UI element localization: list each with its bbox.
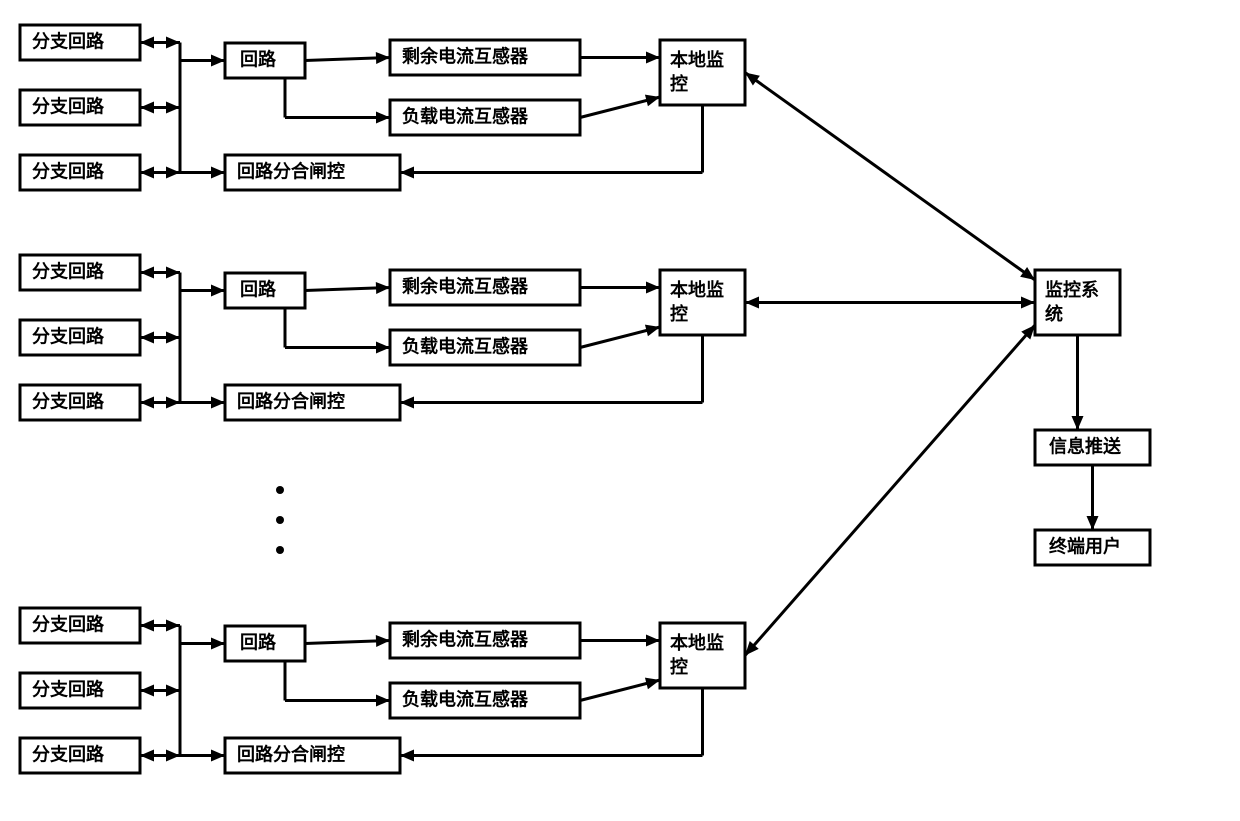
arrow-head	[745, 73, 760, 86]
branch-label: 分支回路	[32, 31, 105, 52]
residual-ct-label: 剩余电流互感器	[402, 629, 529, 650]
switch-ctrl-label: 回路分合闸控	[237, 391, 345, 412]
arrow-head	[400, 167, 414, 179]
branch-label: 分支回路	[32, 679, 105, 700]
arrow-head	[400, 750, 414, 762]
arrow-head	[166, 750, 180, 762]
switch-ctrl-label: 回路分合闸控	[237, 744, 345, 765]
arrow-head	[646, 52, 660, 64]
arrow-head	[166, 167, 180, 179]
arrow-head	[1020, 267, 1035, 280]
arrow-head	[140, 750, 154, 762]
branch-label: 分支回路	[32, 261, 105, 282]
load-ct-label: 负载电流互感器	[402, 336, 529, 357]
arrow-head	[376, 112, 390, 124]
arrow-head	[400, 397, 414, 409]
arrow-head	[140, 167, 154, 179]
arrow-head	[140, 685, 154, 697]
arrow-head	[211, 397, 225, 409]
connector	[745, 73, 1035, 281]
arrow-head	[646, 635, 660, 647]
arrow-head	[140, 37, 154, 49]
loop-label: 回路	[240, 279, 277, 300]
branch-label: 分支回路	[32, 744, 105, 765]
branch-label: 分支回路	[32, 614, 105, 635]
arrow-head	[166, 685, 180, 697]
load-ct-label: 负载电流互感器	[402, 689, 529, 710]
residual-ct-label: 剩余电流互感器	[402, 276, 529, 297]
connector	[745, 325, 1035, 656]
ellipsis-dot	[276, 516, 284, 524]
arrow-head	[211, 285, 225, 297]
switch-ctrl-label: 回路分合闸控	[237, 161, 345, 182]
arrow-head	[376, 342, 390, 354]
arrow-head	[646, 282, 660, 294]
arrow-head	[376, 52, 390, 64]
arrow-head	[211, 638, 225, 650]
arrow-head	[140, 620, 154, 632]
arrow-head	[376, 635, 390, 647]
arrow-head	[166, 620, 180, 632]
arrow-head	[166, 267, 180, 279]
branch-label: 分支回路	[32, 391, 105, 412]
arrow-head	[166, 102, 180, 114]
arrow-head	[140, 267, 154, 279]
info-push-label: 信息推送	[1049, 436, 1122, 457]
branch-label: 分支回路	[32, 326, 105, 347]
arrow-head	[140, 102, 154, 114]
arrow-head	[376, 282, 390, 294]
branch-label: 分支回路	[32, 161, 105, 182]
arrow-head	[1021, 297, 1035, 309]
arrow-head	[140, 397, 154, 409]
arrow-head	[376, 695, 390, 707]
arrow-head	[211, 167, 225, 179]
ellipsis-dot	[276, 546, 284, 554]
arrow-head	[166, 37, 180, 49]
arrow-head	[211, 55, 225, 67]
arrow-head	[166, 332, 180, 344]
loop-label: 回路	[240, 49, 277, 70]
end-user-label: 终端用户	[1049, 536, 1121, 557]
residual-ct-label: 剩余电流互感器	[402, 46, 529, 67]
branch-label: 分支回路	[32, 96, 105, 117]
load-ct-label: 负载电流互感器	[402, 106, 529, 127]
arrow-head	[140, 332, 154, 344]
arrow-head	[745, 297, 759, 309]
arrow-head	[1072, 416, 1084, 430]
loop-label: 回路	[240, 632, 277, 653]
arrow-head	[211, 750, 225, 762]
arrow-head	[1087, 516, 1099, 530]
ellipsis-dot	[276, 486, 284, 494]
arrow-head	[166, 397, 180, 409]
